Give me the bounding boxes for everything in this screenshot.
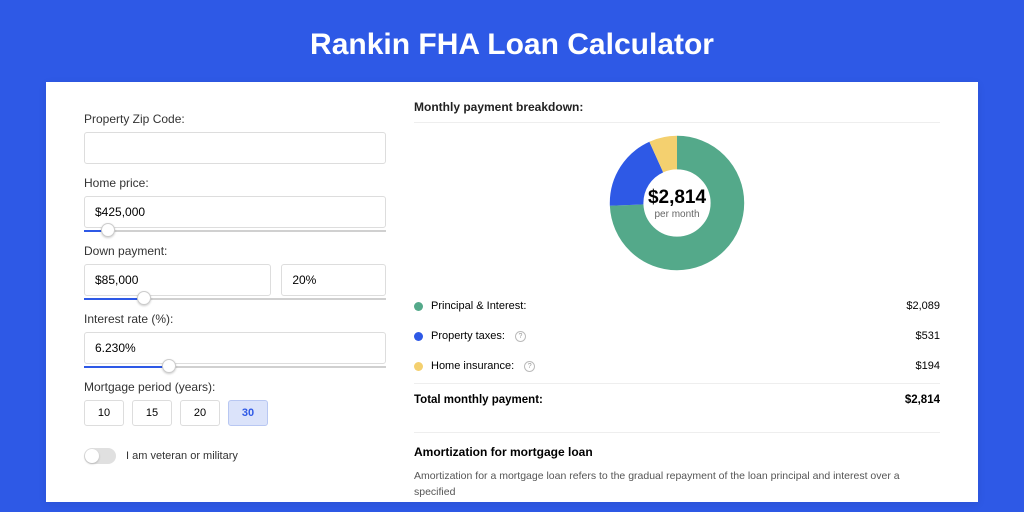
legend-label: Principal & Interest: bbox=[431, 300, 526, 312]
legend-label: Home insurance: bbox=[431, 360, 514, 372]
legend-row: Property taxes:? $531 bbox=[414, 321, 940, 351]
legend-value: $194 bbox=[916, 360, 940, 372]
home-price-slider[interactable] bbox=[84, 230, 386, 232]
calculator-card: Property Zip Code: Home price: Down paym… bbox=[46, 82, 978, 502]
veteran-label: I am veteran or military bbox=[126, 450, 238, 462]
mortgage-period-label: Mortgage period (years): bbox=[84, 380, 386, 394]
payment-donut-chart: $2,814 per month bbox=[607, 133, 747, 273]
period-button-30[interactable]: 30 bbox=[228, 400, 268, 426]
home-price-input[interactable] bbox=[84, 196, 386, 228]
period-button-15[interactable]: 15 bbox=[132, 400, 172, 426]
interest-rate-input[interactable] bbox=[84, 332, 386, 364]
mortgage-period-group: 10 15 20 30 bbox=[84, 400, 386, 426]
legend-dot bbox=[414, 332, 423, 341]
legend-value: $2,089 bbox=[906, 300, 940, 312]
page-title: Rankin FHA Loan Calculator bbox=[0, 0, 1024, 82]
total-row: Total monthly payment: $2,814 bbox=[414, 383, 940, 416]
donut-sublabel: per month bbox=[654, 209, 699, 220]
home-price-label: Home price: bbox=[84, 176, 386, 190]
zip-input[interactable] bbox=[84, 132, 386, 164]
input-panel: Property Zip Code: Home price: Down paym… bbox=[66, 100, 386, 502]
amortization-text: Amortization for a mortgage loan refers … bbox=[414, 469, 940, 501]
down-payment-pct-input[interactable] bbox=[281, 264, 386, 296]
donut-amount: $2,814 bbox=[648, 187, 706, 209]
legend-dot bbox=[414, 302, 423, 311]
zip-label: Property Zip Code: bbox=[84, 112, 386, 126]
down-payment-amount-input[interactable] bbox=[84, 264, 271, 296]
legend-row: Principal & Interest: $2,089 bbox=[414, 291, 940, 321]
total-label: Total monthly payment: bbox=[414, 394, 543, 406]
period-button-10[interactable]: 10 bbox=[84, 400, 124, 426]
period-button-20[interactable]: 20 bbox=[180, 400, 220, 426]
legend-value: $531 bbox=[916, 330, 940, 342]
info-icon[interactable]: ? bbox=[515, 331, 526, 342]
info-icon[interactable]: ? bbox=[524, 361, 535, 372]
legend-row: Home insurance:? $194 bbox=[414, 351, 940, 381]
total-value: $2,814 bbox=[905, 394, 940, 406]
legend-dot bbox=[414, 362, 423, 371]
down-payment-label: Down payment: bbox=[84, 244, 386, 258]
breakdown-title: Monthly payment breakdown: bbox=[414, 100, 940, 123]
amortization-title: Amortization for mortgage loan bbox=[414, 432, 940, 469]
interest-rate-slider[interactable] bbox=[84, 366, 386, 368]
veteran-toggle[interactable] bbox=[84, 448, 116, 464]
down-payment-slider[interactable] bbox=[84, 298, 386, 300]
results-panel: Monthly payment breakdown: $2,814 per mo… bbox=[414, 100, 958, 502]
interest-rate-label: Interest rate (%): bbox=[84, 312, 386, 326]
legend-label: Property taxes: bbox=[431, 330, 505, 342]
